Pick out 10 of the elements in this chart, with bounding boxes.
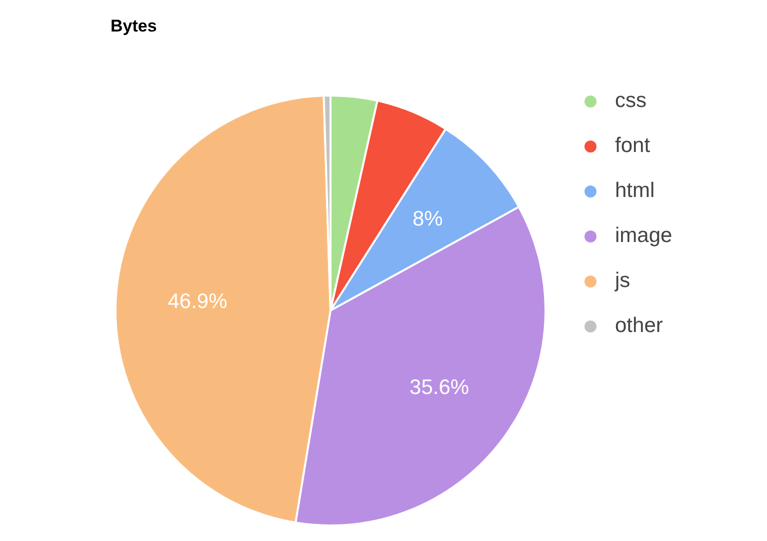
legend-label: font [615,134,650,158]
data-label: 35.6% [410,376,470,399]
chart-title: Bytes [110,16,157,36]
data-label: 46.9% [168,290,228,314]
legend-label: js [615,269,632,293]
legend-label: css [615,89,646,113]
data-label: 8% [412,208,443,231]
legend-label: html [615,179,655,203]
legend-label: image [615,224,672,248]
legend-label: other [615,314,663,338]
